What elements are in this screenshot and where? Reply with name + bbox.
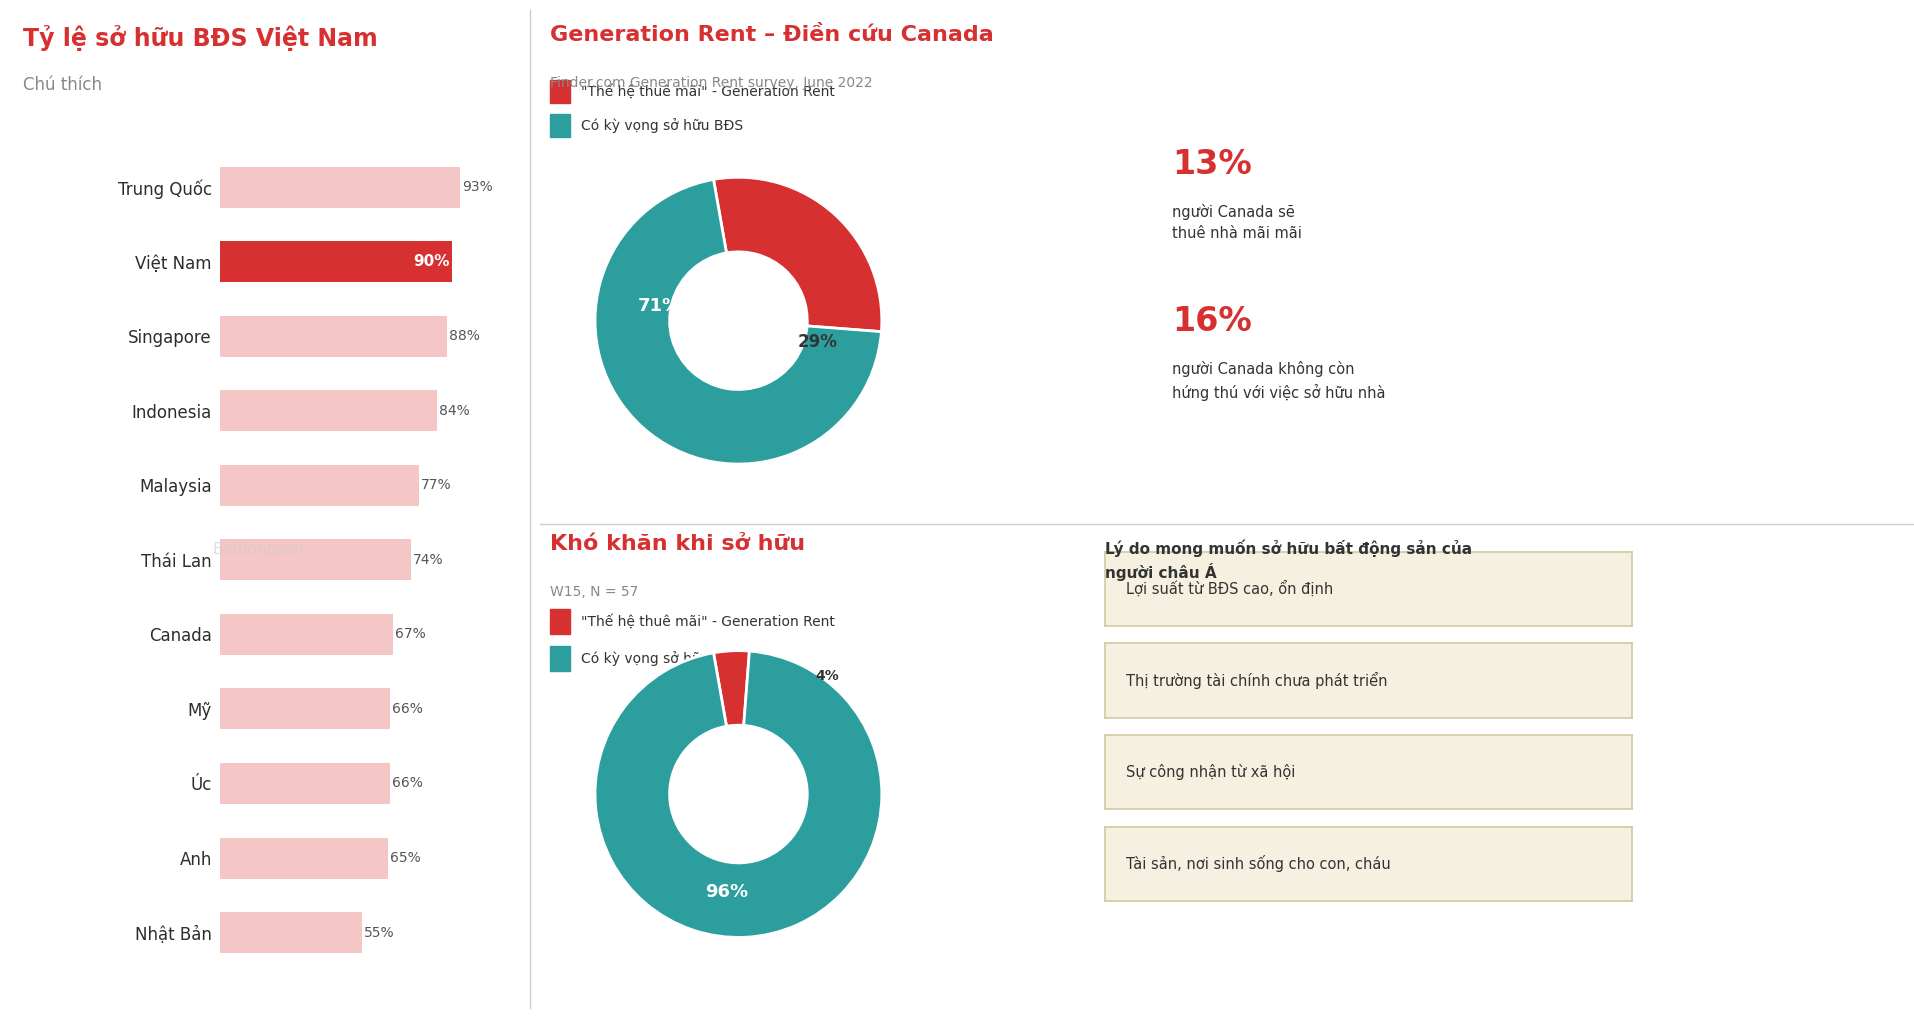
Bar bbox=[549, 646, 570, 671]
Text: Lợi suất từ BĐS cao, ổn định: Lợi suất từ BĐS cao, ổn định bbox=[1125, 581, 1332, 597]
Text: Có kỳ vọng sở hữu BĐS: Có kỳ vọng sở hữu BĐS bbox=[582, 652, 743, 666]
Bar bbox=[220, 241, 452, 282]
Text: Thị trường tài chính chưa phát triển: Thị trường tài chính chưa phát triển bbox=[1125, 672, 1388, 689]
Text: 88%: 88% bbox=[448, 329, 480, 343]
Text: 93%: 93% bbox=[461, 180, 492, 194]
Text: 84%: 84% bbox=[438, 404, 469, 417]
Text: Tỷ lệ sở hữu BĐS Việt Nam: Tỷ lệ sở hữu BĐS Việt Nam bbox=[23, 25, 377, 52]
Bar bbox=[220, 390, 436, 432]
Bar bbox=[220, 540, 412, 580]
Bar bbox=[220, 465, 419, 506]
Text: 66%: 66% bbox=[392, 702, 423, 716]
Text: người Canada sẽ
thuê nhà mãi mãi: người Canada sẽ thuê nhà mãi mãi bbox=[1171, 204, 1302, 240]
Bar bbox=[220, 764, 390, 804]
Text: 29%: 29% bbox=[796, 333, 836, 351]
Text: Khó khăn khi sở hữu: Khó khăn khi sở hữu bbox=[549, 534, 804, 555]
Bar bbox=[220, 838, 387, 879]
Bar bbox=[549, 114, 570, 137]
Text: 16%: 16% bbox=[1171, 305, 1252, 338]
Wedge shape bbox=[714, 651, 748, 726]
Text: Finder.com Generation Rent survey, June 2022: Finder.com Generation Rent survey, June … bbox=[549, 76, 871, 91]
Bar bbox=[220, 614, 392, 655]
Text: 66%: 66% bbox=[392, 777, 423, 791]
Bar bbox=[220, 316, 446, 356]
Text: 71%: 71% bbox=[637, 297, 681, 316]
Text: W15, N = 57: W15, N = 57 bbox=[549, 585, 637, 600]
Text: "Thế hệ thuê mãi" - Generation Rent: "Thế hệ thuê mãi" - Generation Rent bbox=[582, 615, 835, 629]
Text: 90%: 90% bbox=[413, 254, 450, 270]
Text: Batdongson: Batdongson bbox=[212, 543, 304, 557]
Text: Lý do mong muốn sở hữu bất động sản của
người châu Á: Lý do mong muốn sở hữu bất động sản của … bbox=[1104, 540, 1472, 581]
Text: Chú thích: Chú thích bbox=[23, 76, 101, 95]
Bar bbox=[549, 609, 570, 634]
Text: 13%: 13% bbox=[1171, 148, 1252, 180]
Text: Sự công nhận từ xã hội: Sự công nhận từ xã hội bbox=[1125, 765, 1294, 780]
Text: người Canada không còn
hứng thú với việc sở hữu nhà: người Canada không còn hứng thú với việc… bbox=[1171, 361, 1384, 401]
Text: Tài sản, nơi sinh sống cho con, cháu: Tài sản, nơi sinh sống cho con, cháu bbox=[1125, 855, 1390, 872]
Text: 67%: 67% bbox=[394, 627, 425, 641]
Wedge shape bbox=[714, 177, 880, 332]
Text: 4%: 4% bbox=[815, 670, 838, 683]
Text: 74%: 74% bbox=[413, 553, 444, 567]
Text: Có kỳ vọng sở hữu BĐS: Có kỳ vọng sở hữu BĐS bbox=[582, 118, 743, 133]
Text: Generation Rent – Điền cứu Canada: Generation Rent – Điền cứu Canada bbox=[549, 25, 993, 46]
Text: 77%: 77% bbox=[421, 478, 452, 493]
Bar bbox=[220, 167, 459, 208]
Bar bbox=[220, 688, 390, 730]
Text: 96%: 96% bbox=[704, 883, 748, 901]
Text: "Thế hệ thuê mãi" - Generation Rent: "Thế hệ thuê mãi" - Generation Rent bbox=[582, 83, 835, 99]
Bar bbox=[549, 79, 570, 103]
Bar bbox=[220, 912, 362, 953]
Text: 65%: 65% bbox=[390, 851, 421, 865]
Wedge shape bbox=[595, 652, 880, 938]
Wedge shape bbox=[595, 179, 880, 464]
Text: 55%: 55% bbox=[364, 925, 394, 940]
